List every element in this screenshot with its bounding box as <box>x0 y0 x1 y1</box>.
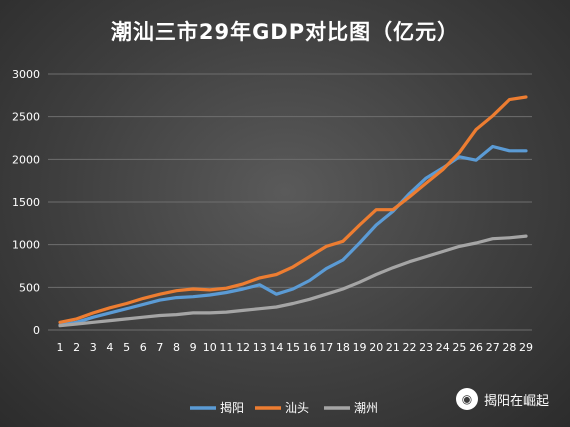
y-tick-label: 2500 <box>12 111 40 124</box>
x-tick-label: 26 <box>469 341 483 354</box>
series-line-2 <box>58 234 528 328</box>
grid-lines <box>48 73 532 331</box>
x-tick-label: 18 <box>336 341 350 354</box>
chart-title: 潮汕三市29年GDP对比图（亿元） <box>110 20 460 44</box>
x-tick-label: 16 <box>303 341 317 354</box>
x-tick-label: 7 <box>156 341 163 354</box>
x-tick-label: 4 <box>106 341 113 354</box>
watermark: ◉ 揭阳在崛起 <box>456 388 549 410</box>
x-tick-label: 19 <box>353 341 367 354</box>
y-tick-label: 2000 <box>12 153 40 166</box>
x-tick-label: 2 <box>73 341 80 354</box>
series-lines <box>58 95 528 328</box>
legend-label-2: 潮州 <box>354 400 378 415</box>
x-tick-label: 22 <box>403 341 417 354</box>
series-line-0 <box>58 144 528 327</box>
x-tick-label: 13 <box>253 341 267 354</box>
x-tick-label: 9 <box>190 341 197 354</box>
x-tick-label: 29 <box>519 341 533 354</box>
x-tick-label: 6 <box>140 341 147 354</box>
x-tick-label: 20 <box>369 341 383 354</box>
legend-label-1: 汕头 <box>285 401 309 415</box>
y-tick-label: 1500 <box>12 196 40 209</box>
watermark-text: 揭阳在崛起 <box>484 393 550 409</box>
x-tick-label: 3 <box>90 341 97 354</box>
x-tick-label: 12 <box>236 341 250 354</box>
y-tick-label: 500 <box>19 281 40 294</box>
x-tick-label: 8 <box>173 341 180 354</box>
x-tick-label: 28 <box>502 341 516 354</box>
x-tick-label: 11 <box>219 341 233 354</box>
x-tick-label: 5 <box>123 341 130 354</box>
legend: 揭阳 汕头 潮州 <box>190 400 378 415</box>
x-axis-ticks: 1 2 3 4 5 6 7 8 9 10 11 12 13 14 15 16 17 18 19 20 21 22 23 24 2… <box>57 341 534 354</box>
x-tick-label: 1 <box>57 341 64 354</box>
y-tick-label: 0 <box>33 324 40 337</box>
wechat-icon: ◉ <box>456 388 478 410</box>
y-tick-label: 3000 <box>12 68 40 81</box>
y-axis-ticks: 0 500 1000 1500 2000 2500 3000 <box>12 68 40 337</box>
x-tick-label: 23 <box>419 341 433 354</box>
x-tick-label: 14 <box>269 341 283 354</box>
x-tick-label: 10 <box>203 341 217 354</box>
x-tick-label: 24 <box>436 341 450 354</box>
x-tick-label: 15 <box>286 341 300 354</box>
y-tick-label: 1000 <box>12 239 40 252</box>
legend-label-0: 揭阳 <box>220 400 244 415</box>
x-tick-label: 21 <box>386 341 400 354</box>
x-tick-label: 27 <box>486 341 500 354</box>
x-tick-label: 25 <box>452 341 466 354</box>
series-line-1 <box>58 95 528 324</box>
x-tick-label: 17 <box>319 341 333 354</box>
